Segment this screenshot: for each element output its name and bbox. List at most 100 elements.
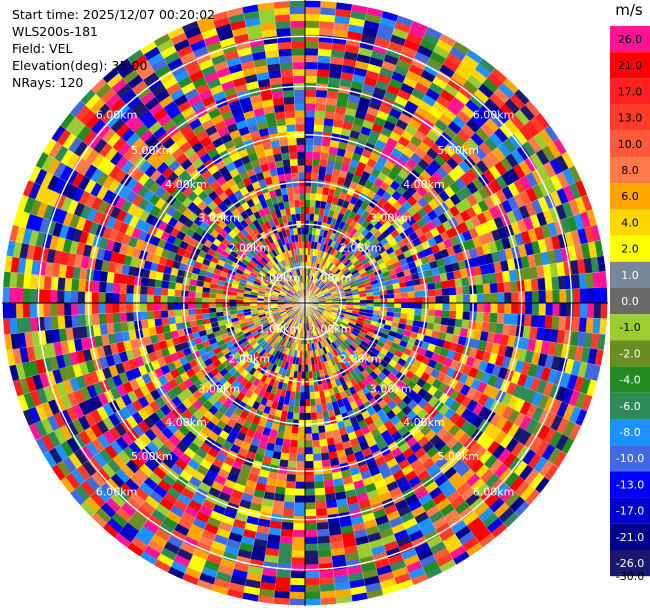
velocity-cell xyxy=(304,440,313,448)
velocity-cell xyxy=(91,313,100,326)
start-time-label: Start time: 2025/12/07 00:20:02 xyxy=(12,7,216,22)
velocity-cell xyxy=(304,233,309,242)
velocity-cell xyxy=(112,282,121,294)
velocity-cell xyxy=(448,286,457,296)
velocity-cell xyxy=(414,308,423,316)
velocity-cell xyxy=(496,312,505,325)
velocity-cell xyxy=(300,385,306,393)
velocity-cell xyxy=(304,41,319,49)
velocity-cell xyxy=(112,292,120,304)
velocity-cell xyxy=(573,302,581,318)
velocity-cell xyxy=(321,138,332,147)
velocity-cell xyxy=(56,289,65,304)
velocity-cell xyxy=(304,571,320,579)
velocity-cell xyxy=(294,495,306,503)
velocity-cell xyxy=(578,317,588,333)
velocity-cell xyxy=(91,291,99,304)
velocity-cell xyxy=(279,535,293,544)
velocity-cell xyxy=(545,289,554,304)
velocity-cell xyxy=(407,302,416,309)
velocity-cell xyxy=(284,425,293,434)
velocity-cell xyxy=(510,280,519,293)
velocity-cell xyxy=(43,316,52,331)
velocity-cell xyxy=(105,312,114,325)
velocity-cell xyxy=(105,292,113,304)
velocity-cell xyxy=(126,274,136,286)
velocity-cell xyxy=(304,461,314,469)
velocity-cell xyxy=(174,282,183,291)
velocity-cell xyxy=(167,295,175,304)
velocity-cell xyxy=(304,13,321,22)
velocity-cell xyxy=(511,302,519,315)
velocity-cell xyxy=(292,536,306,545)
velocity-cell xyxy=(43,302,51,317)
velocity-cell xyxy=(299,392,306,400)
velocity-cell xyxy=(304,123,315,132)
velocity-cell xyxy=(16,317,25,334)
velocity-cell xyxy=(319,152,329,161)
velocity-cell xyxy=(476,284,484,295)
velocity-cell xyxy=(295,481,306,490)
velocity-cell xyxy=(9,317,18,335)
velocity-cell xyxy=(304,557,319,565)
velocity-cell xyxy=(474,274,484,286)
velocity-cell xyxy=(316,69,330,78)
velocity-cell xyxy=(1,286,10,304)
velocity-cell xyxy=(304,364,309,373)
velocity-cell xyxy=(476,293,485,304)
velocity-cell xyxy=(208,297,216,304)
velocity-cell xyxy=(50,289,58,304)
velocity-cell xyxy=(312,151,322,160)
velocity-cell xyxy=(309,391,316,400)
velocity-cell xyxy=(304,564,320,572)
velocity-cell xyxy=(304,151,314,159)
velocity-cell xyxy=(407,297,416,304)
velocity-cell xyxy=(43,275,52,290)
velocity-cell xyxy=(304,6,321,15)
velocity-cell xyxy=(201,302,209,309)
velocity-cell xyxy=(551,315,560,330)
velocity-cell xyxy=(314,487,326,496)
velocity-cell xyxy=(504,302,512,314)
velocity-cell xyxy=(187,290,196,298)
velocity-cell xyxy=(314,117,325,126)
velocity-cell xyxy=(558,316,567,331)
velocity-cell xyxy=(77,302,86,316)
velocity-cell xyxy=(276,569,292,579)
velocity-cell xyxy=(593,302,602,319)
velocity-cell xyxy=(455,286,464,296)
velocity-cell xyxy=(318,569,334,579)
velocity-cell xyxy=(314,103,327,112)
velocity-cell xyxy=(292,522,306,531)
velocity-cell xyxy=(571,274,581,290)
velocity-cell xyxy=(524,302,533,316)
velocity-cell xyxy=(586,287,595,304)
velocity-cell xyxy=(456,294,464,304)
velocity-cell xyxy=(160,295,168,304)
velocity-cell xyxy=(293,509,306,517)
velocity-cell xyxy=(318,27,334,37)
velocity-cell xyxy=(579,302,588,318)
velocity-cell xyxy=(63,302,72,316)
velocity-cell xyxy=(289,439,298,448)
velocity-cell xyxy=(503,281,512,293)
velocity-cell xyxy=(126,284,134,295)
velocity-cell xyxy=(22,288,31,304)
velocity-cell xyxy=(139,294,147,304)
velocity-cell xyxy=(387,298,395,304)
velocity-cell xyxy=(29,316,39,332)
velocity-cell xyxy=(366,299,375,304)
velocity-cell xyxy=(297,440,306,448)
velocity-cell xyxy=(304,110,316,118)
velocity-cell xyxy=(284,487,296,496)
velocity-cell xyxy=(50,276,59,291)
velocity-cell xyxy=(319,7,337,16)
velocity-cell xyxy=(174,295,182,304)
velocity-cell xyxy=(440,280,449,289)
velocity-cell xyxy=(98,302,106,314)
velocity-cell xyxy=(71,314,80,328)
velocity-cell xyxy=(586,302,595,319)
velocity-cell xyxy=(447,317,456,327)
velocity-cell xyxy=(407,291,416,298)
velocity-cell xyxy=(43,289,51,304)
